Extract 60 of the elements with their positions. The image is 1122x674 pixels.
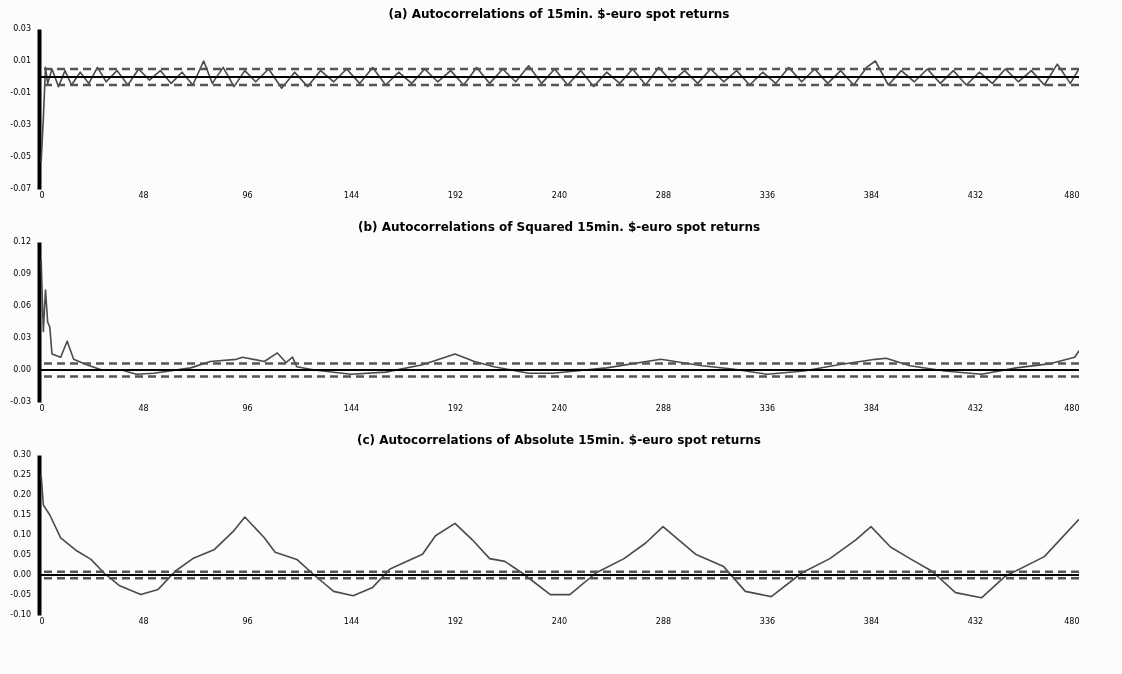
x-tick-label: 336 — [759, 190, 776, 200]
y-tick-label: 0.06 — [13, 301, 31, 310]
y-tick-label: 0.03 — [13, 333, 31, 342]
x-tick-label: 48 — [138, 616, 149, 626]
y-tick-label: -0.03 — [10, 397, 31, 406]
x-tick-label: 240 — [551, 616, 568, 626]
y-tick-label: 0.25 — [13, 470, 31, 479]
x-tick-label: 48 — [138, 403, 149, 413]
x-tick-label: 480 — [1064, 190, 1080, 200]
x-tick-label: 288 — [655, 190, 672, 200]
x-tick-label: 96 — [242, 616, 253, 626]
x-tick-label: 480 — [1064, 403, 1080, 413]
x-tick-label: 0 — [39, 616, 45, 626]
x-tick-label: 384 — [863, 190, 880, 200]
x-tick-label: 48 — [138, 190, 149, 200]
x-tick-label: 144 — [343, 190, 360, 200]
x-tick-label: 336 — [759, 403, 776, 413]
y-tick-label: 0.10 — [13, 530, 31, 539]
y-tick-label: 0.15 — [13, 510, 31, 519]
y-tick-label: -0.03 — [10, 120, 31, 129]
y-tick-label: 0.01 — [13, 56, 31, 65]
x-tick-label: 0 — [39, 403, 45, 413]
x-tick-label: 144 — [343, 616, 360, 626]
x-tick-label: 432 — [967, 403, 984, 413]
chart-title: (c) Autocorrelations of Absolute 15min. $-euro spot returns — [357, 433, 761, 447]
y-tick-label: 0.30 — [13, 450, 31, 459]
line-series — [40, 474, 1079, 599]
x-tick-label: 144 — [343, 403, 360, 413]
y-tick-label: -0.01 — [10, 88, 31, 97]
y-tick-label: -0.07 — [10, 184, 31, 193]
x-tick-label: 432 — [967, 616, 984, 626]
x-tick-label: 384 — [863, 616, 880, 626]
line-series — [40, 60, 1079, 163]
x-tick-label: 288 — [655, 616, 672, 626]
x-tick-label: 288 — [655, 403, 672, 413]
x-tick-label: 96 — [242, 403, 253, 413]
y-tick-label: 0.09 — [13, 269, 31, 278]
y-tick-label: 0.03 — [13, 24, 31, 33]
x-tick-label: 384 — [863, 403, 880, 413]
y-tick-label: 0.00 — [13, 570, 31, 579]
x-tick-label: 0 — [39, 190, 45, 200]
y-tick-label: -0.05 — [10, 152, 31, 161]
x-tick-label: 96 — [242, 190, 253, 200]
y-tick-label: -0.10 — [10, 610, 31, 619]
y-tick-label: 0.00 — [13, 365, 31, 374]
y-tick-label: 0.12 — [13, 237, 31, 246]
x-tick-label: 480 — [1064, 616, 1080, 626]
x-tick-label: 240 — [551, 403, 568, 413]
x-tick-label: 432 — [967, 190, 984, 200]
x-tick-label: 192 — [447, 616, 464, 626]
y-tick-label: 0.20 — [13, 490, 31, 499]
y-tick-label: 0.05 — [13, 550, 31, 559]
x-tick-label: 240 — [551, 190, 568, 200]
chart-title: (a) Autocorrelations of 15min. $-euro spot returns — [388, 7, 730, 21]
chart-title: (b) Autocorrelations of Squared 15min. $-euro spot returns — [357, 220, 761, 234]
line-series — [40, 259, 1079, 376]
x-tick-label: 192 — [447, 190, 464, 200]
x-tick-label: 192 — [447, 403, 464, 413]
x-tick-label: 336 — [759, 616, 776, 626]
y-tick-label: -0.05 — [10, 590, 31, 599]
